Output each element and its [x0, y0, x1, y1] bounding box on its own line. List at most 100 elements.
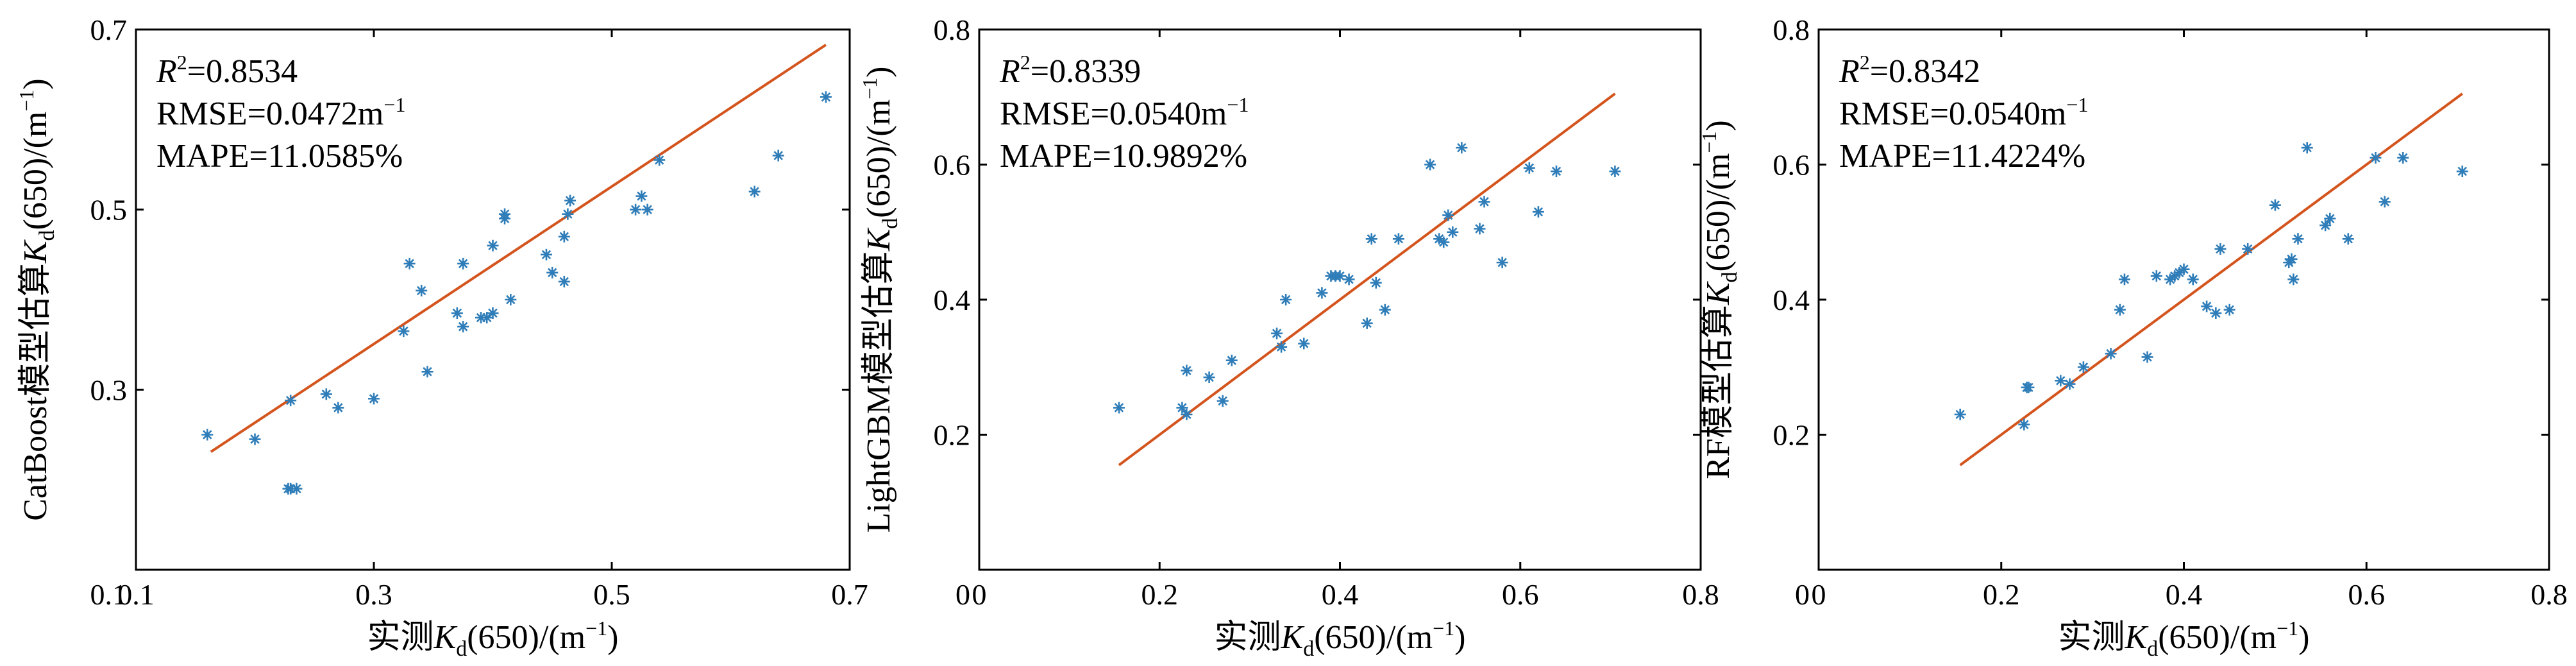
- x-tick-label: 0.8: [2530, 578, 2568, 611]
- scatter-point: [487, 307, 499, 320]
- y-axis-label: LightGBM模型估算Kd(650)/(m−1): [858, 66, 902, 533]
- rmse-annotation: RMSE=0.0472m−1: [156, 93, 405, 132]
- scatter-point: [2118, 273, 2130, 286]
- y-tick-label: 0.5: [90, 194, 128, 226]
- scatter-point: [1456, 142, 1468, 154]
- x-tick-label: 0.8: [1682, 578, 1719, 611]
- scatter-point: [2242, 243, 2254, 255]
- scatter-point: [1361, 317, 1373, 329]
- scatter-point: [249, 433, 261, 445]
- fit-line: [1118, 92, 1616, 466]
- mape-annotation: MAPE=11.4224%: [1839, 138, 2085, 175]
- scatter-point: [2141, 351, 2153, 363]
- mape-annotation: MAPE=10.9892%: [1000, 138, 1247, 175]
- scatter-point: [285, 482, 297, 495]
- scatter-point: [2378, 196, 2391, 208]
- scatter-point: [2077, 361, 2089, 373]
- r2-annotation: R2=0.8342: [1839, 51, 1980, 90]
- scatter-point: [558, 230, 570, 243]
- x-axis-label: 实测Kd(650)/(m−1): [2058, 617, 2310, 661]
- scatter-point: [457, 321, 469, 333]
- y-axis-label: CatBoost模型估算Kd(650)/(m−1): [15, 78, 59, 521]
- x-tick-label: 0.2: [1983, 578, 2020, 611]
- scatter-point: [487, 239, 499, 252]
- chart-panel-1: 0.1 0.3 0.5 0.7 0.3 0.5 0.7 0.1 R2=0.8534RMSE=0.…: [15, 13, 868, 661]
- x-tick-label: 0.1: [117, 578, 155, 611]
- scatter-point: [1532, 206, 1544, 218]
- scatter-point: [2342, 233, 2354, 245]
- scatter-point: [1334, 270, 1346, 282]
- y-tick-label: 0.7: [90, 13, 128, 46]
- y-tick-label: 0.6: [934, 149, 971, 182]
- x-tick-label: 0: [972, 578, 987, 611]
- x-tick-label: 0.5: [593, 578, 630, 611]
- scatter-point: [2286, 253, 2298, 265]
- scatter-point: [562, 208, 574, 220]
- scatter-point: [368, 393, 380, 405]
- scatter-point: [2223, 303, 2235, 316]
- scatter-point: [558, 275, 570, 287]
- scatter-point: [1442, 209, 1454, 221]
- scatter-point: [505, 294, 517, 305]
- y-tick-label: 0.8: [934, 13, 971, 46]
- scatter-point: [1954, 408, 1966, 420]
- scatter-point: [1365, 233, 1377, 245]
- scatter-point: [641, 203, 653, 216]
- scatter-point: [201, 429, 214, 441]
- scatter-point: [320, 388, 332, 400]
- scatter-point: [2287, 273, 2300, 286]
- origin-tick-label: 0: [1795, 578, 1810, 611]
- scatter-point: [653, 154, 666, 166]
- y-axis-label: RF模型估算Kd(650)/(m−1): [1697, 120, 1742, 479]
- scatter-point: [285, 395, 297, 407]
- rmse-annotation: RMSE=0.0540m−1: [1000, 93, 1249, 132]
- scatter-point: [2187, 273, 2199, 286]
- scatter-point: [457, 257, 469, 269]
- x-tick-label: 0.6: [2348, 578, 2386, 611]
- scatter-point: [421, 366, 434, 378]
- y-tick-label: 0.4: [1773, 284, 1810, 316]
- scatter-point: [2064, 378, 2076, 390]
- scatter-point: [2397, 151, 2409, 164]
- scatter-point: [636, 190, 648, 202]
- scatter-point: [1474, 223, 1486, 235]
- scatter-point: [2456, 166, 2468, 178]
- scatter-point: [499, 208, 511, 220]
- scatter-point: [564, 194, 577, 207]
- rmse-annotation: RMSE=0.0540m−1: [1839, 93, 2088, 132]
- scatter-point: [332, 402, 344, 414]
- scatter-point: [1370, 277, 1382, 289]
- r2-annotation: R2=0.8339: [999, 51, 1141, 90]
- scatter-point: [2201, 300, 2213, 312]
- scatter-point: [1113, 402, 1125, 414]
- scatter-point: [630, 203, 642, 216]
- y-tick-label: 0.2: [1773, 419, 1810, 452]
- scatter-point: [1609, 166, 1621, 178]
- y-tick-label: 0.8: [1773, 13, 1810, 46]
- scatter-point: [1523, 162, 1535, 174]
- scatter-point: [2018, 418, 2030, 431]
- scatter-point: [2269, 199, 2281, 211]
- x-axis-label: 实测Kd(650)/(m−1): [1215, 617, 1466, 661]
- scatter-point: [403, 257, 416, 269]
- scatter-point: [2292, 233, 2304, 245]
- x-tick-label: 0.7: [831, 578, 868, 611]
- scatter-point: [2178, 263, 2190, 275]
- scatter-point: [1181, 408, 1193, 420]
- origin-tick-label: 0.1: [90, 578, 128, 611]
- scatter-point: [1424, 158, 1436, 171]
- y-tick-label: 0.6: [1773, 149, 1810, 182]
- x-tick-label: 0.4: [2166, 578, 2203, 611]
- scatter-point: [2105, 348, 2117, 360]
- fit-line: [210, 44, 827, 453]
- scatter-point: [481, 312, 493, 324]
- y-tick-label: 0.4: [934, 284, 971, 316]
- chart-panel-3: 0 0.2 0.4 0.6 0.8 0.2 0.4 0.6 0.8 0 R2=0.8342RMSE=…: [1697, 13, 2568, 661]
- scatter-point: [2114, 303, 2126, 316]
- scatter-point: [1203, 371, 1215, 384]
- scatter-point: [398, 325, 410, 337]
- scatter-point: [1298, 337, 1310, 350]
- x-tick-label: 0.4: [1322, 578, 1359, 611]
- y-tick-label: 0.2: [934, 419, 971, 452]
- scatter-point: [540, 248, 552, 260]
